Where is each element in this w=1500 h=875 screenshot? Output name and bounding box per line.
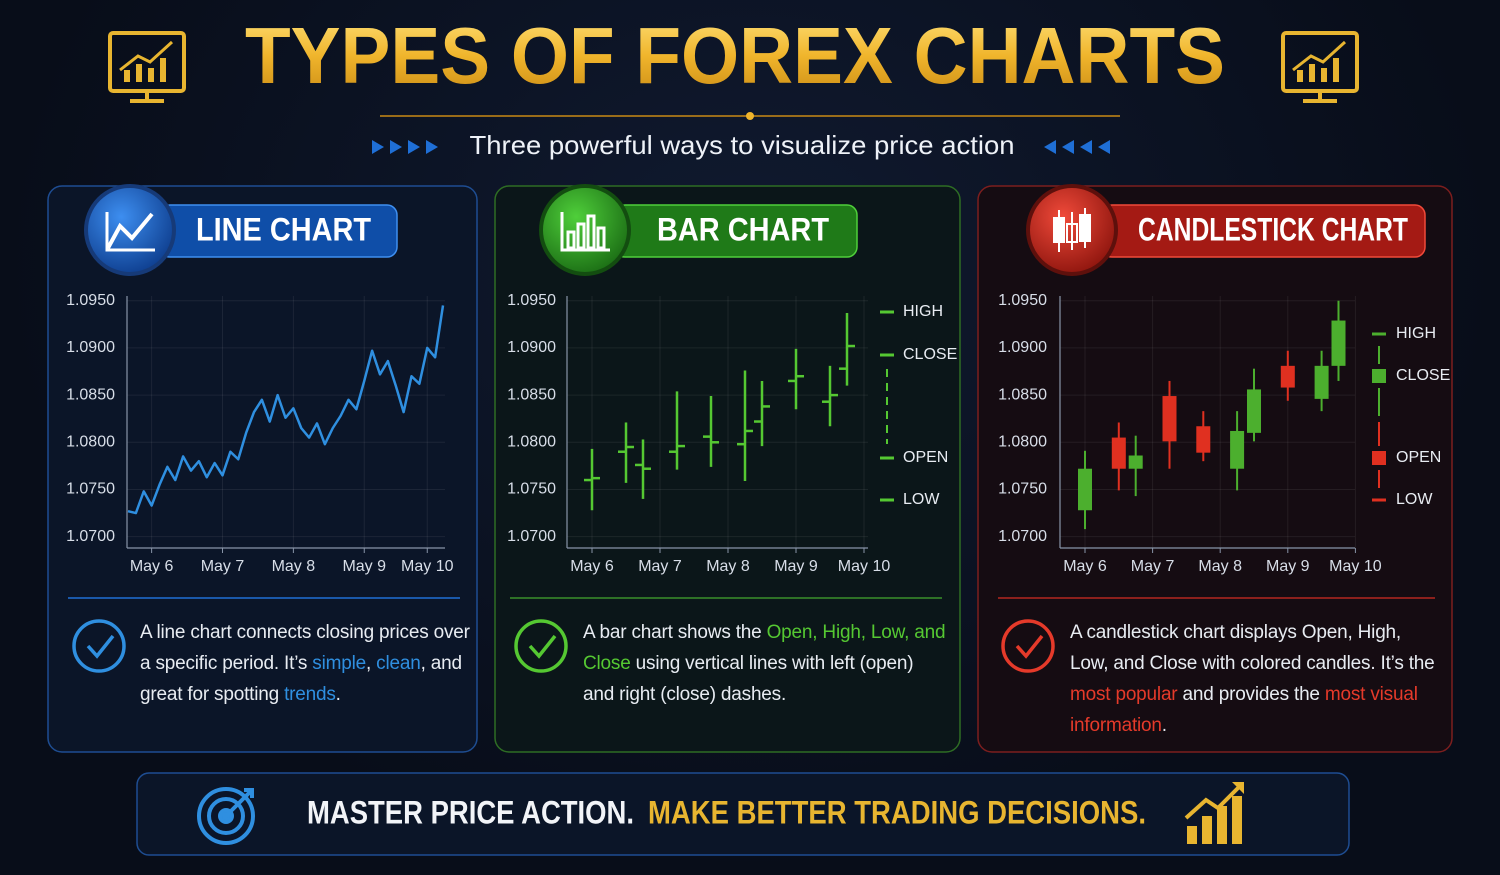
footer-box xyxy=(136,772,1350,856)
candle-body xyxy=(1331,320,1346,366)
description-text: most visual information xyxy=(1070,684,1418,736)
panel-heading: LINE CHART xyxy=(196,211,371,247)
x-tick-label: May 9 xyxy=(342,558,386,575)
footer-text: MASTER PRICE ACTION. xyxy=(307,794,634,830)
footer-highlight: MAKE BETTER TRADING DECISIONS. xyxy=(648,794,1146,830)
description-text: trends xyxy=(284,684,336,705)
line-icon xyxy=(106,212,154,249)
y-tick-label: 1.0700 xyxy=(66,528,115,545)
x-tick-label: May 9 xyxy=(774,558,818,575)
legend-label: HIGH xyxy=(903,303,943,320)
x-tick-label: May 8 xyxy=(1198,558,1242,575)
description-text: A bar chart shows the xyxy=(583,622,767,643)
x-tick-label: May 8 xyxy=(706,558,750,575)
y-tick-label: 1.0750 xyxy=(998,481,1047,498)
x-tick-label: May 10 xyxy=(1329,558,1382,575)
y-tick-label: 1.0900 xyxy=(507,339,556,356)
description-text: using vertical lines with left (open) an… xyxy=(583,653,914,705)
y-tick-label: 1.0950 xyxy=(507,292,556,309)
description-text: A candlestick chart displays Open, High,… xyxy=(1070,622,1435,674)
candle-body xyxy=(1230,430,1245,469)
monitor-icon-right xyxy=(1281,31,1359,103)
candle-icon xyxy=(1053,208,1091,252)
x-tick-label: May 7 xyxy=(201,558,245,575)
check-icons xyxy=(72,619,1055,673)
candle-body xyxy=(1078,468,1092,511)
y-tick-label: 1.0800 xyxy=(66,434,115,451)
description-text: , and great for spotting xyxy=(140,653,462,705)
subtitle-arrows-right xyxy=(1044,140,1110,154)
axis-icon xyxy=(105,212,155,252)
x-tick-label: May 6 xyxy=(570,558,614,575)
legend-label: LOW xyxy=(903,491,940,508)
y-tick-label: 1.0850 xyxy=(998,386,1047,403)
y-tick-label: 1.0800 xyxy=(998,434,1047,451)
legend-label: OPEN xyxy=(903,449,948,466)
x-tick-label: May 10 xyxy=(838,558,891,575)
monitor-icon-left xyxy=(108,31,186,103)
y-tick-label: 1.0850 xyxy=(507,386,556,403)
y-tick-label: 1.0900 xyxy=(998,339,1047,356)
candle-body xyxy=(1314,365,1329,399)
y-tick-label: 1.0950 xyxy=(66,292,115,309)
legend-label: LOW xyxy=(1396,491,1433,508)
x-tick-label: May 9 xyxy=(1266,558,1310,575)
panel-description: A bar chart shows the Open, High, Low, a… xyxy=(583,617,948,710)
y-tick-label: 1.0700 xyxy=(998,528,1047,545)
growth-icon xyxy=(1184,782,1244,844)
description-text: clean xyxy=(376,653,421,674)
x-tick-label: May 7 xyxy=(1131,558,1175,575)
panel-heading: CANDLESTICK CHART xyxy=(1138,211,1408,247)
bar-icon xyxy=(560,212,610,252)
description-text: . xyxy=(1161,715,1167,736)
y-tick-label: 1.0850 xyxy=(66,386,115,403)
y-tick-label: 1.0750 xyxy=(507,481,556,498)
x-tick-label: May 8 xyxy=(272,558,316,575)
target-icon xyxy=(197,787,255,845)
panel-line xyxy=(47,185,478,753)
description-text: and provides the xyxy=(1177,684,1325,705)
legend-label: OPEN xyxy=(1396,449,1441,466)
description-text: most popular xyxy=(1070,684,1178,705)
description-text: simple xyxy=(312,653,366,674)
description-text: Open, High, Low, and Close xyxy=(583,622,946,674)
x-tick-label: May 6 xyxy=(130,558,174,575)
panel-bar xyxy=(494,185,961,753)
legend-label: HIGH xyxy=(1396,325,1436,342)
subtitle-arrows-left xyxy=(372,140,438,154)
candle-body xyxy=(1111,437,1126,469)
legend-marker xyxy=(1372,369,1386,383)
description-text: A line chart connects closing prices ove… xyxy=(140,622,470,674)
page-title: TYPES OF FOREX CHARTS xyxy=(245,11,1225,100)
description-text: , xyxy=(366,653,377,674)
candle-body xyxy=(1196,426,1211,453)
candle-body xyxy=(1128,455,1143,469)
legend-label: CLOSE xyxy=(1396,367,1450,384)
divider-dot xyxy=(746,112,754,120)
candle-body xyxy=(1247,389,1261,433)
heading-icon xyxy=(84,184,176,276)
y-tick-label: 1.0900 xyxy=(66,339,115,356)
page-subtitle: Three powerful ways to visualize price a… xyxy=(470,130,1015,160)
y-tick-label: 1.0950 xyxy=(998,292,1047,309)
candle-body xyxy=(1280,365,1295,388)
legend-label: CLOSE xyxy=(903,346,957,363)
x-tick-label: May 10 xyxy=(401,558,454,575)
x-tick-label: May 7 xyxy=(638,558,682,575)
description-text: . xyxy=(335,684,341,705)
price-line xyxy=(127,305,445,515)
legend-marker xyxy=(1372,451,1386,465)
panel-description: A candlestick chart displays Open, High,… xyxy=(1070,617,1440,741)
panel-description: A line chart connects closing prices ove… xyxy=(140,617,475,710)
panel-heading: BAR CHART xyxy=(657,211,829,247)
x-tick-label: May 6 xyxy=(1063,558,1107,575)
y-tick-label: 1.0750 xyxy=(66,481,115,498)
y-tick-label: 1.0700 xyxy=(507,528,556,545)
candle-body xyxy=(1162,396,1177,442)
y-tick-label: 1.0800 xyxy=(507,434,556,451)
